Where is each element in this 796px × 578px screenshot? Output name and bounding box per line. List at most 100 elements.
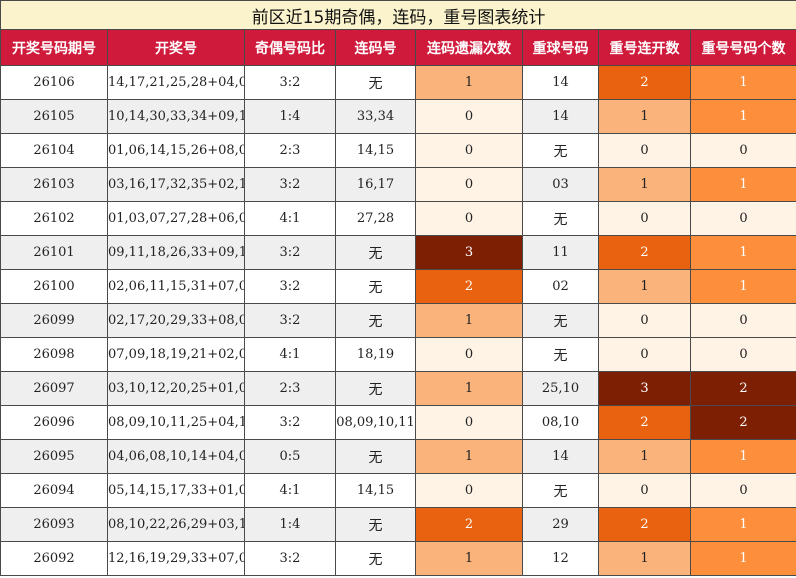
cell-repeat-numbers: 03 [522, 167, 599, 202]
cell-consecutive: 14,15 [335, 473, 416, 508]
cell-consecutive: 33,34 [335, 99, 416, 134]
cell-odd-even-ratio: 3:2 [244, 541, 336, 576]
cell-consecutive-miss: 0 [415, 133, 523, 168]
cell-consecutive-miss: 0 [415, 337, 523, 372]
table-row: 26102 01,03,07,27,28+06,07 4:1 27,28 0 无 0 0 [0, 201, 796, 236]
title-row: 前区近15期奇偶，连码，重号图表统计 [0, 0, 796, 30]
cell-repeat-streak: 2 [598, 405, 691, 440]
cell-consecutive: 无 [335, 269, 416, 304]
table-row: 26098 07,09,18,19,21+02,09 4:1 18,19 0 无 0 0 [0, 337, 796, 372]
cell-numbers: 12,16,19,29,33+07,09 [107, 541, 245, 576]
cell-repeat-streak: 2 [598, 235, 691, 270]
table-row: 26105 10,14,30,33,34+09,12 1:4 33,34 0 14 1 1 [0, 99, 796, 134]
cell-repeat-count: 0 [689, 337, 796, 372]
cell-odd-even-ratio: 3:2 [244, 65, 336, 100]
table-row: 26106 14,17,21,25,28+04,06 3:2 无 1 14 2 1 [0, 65, 796, 100]
table-row: 26104 01,06,14,15,26+08,09 2:3 14,15 0 无 0 0 [0, 133, 796, 168]
cell-consecutive: 16,17 [335, 167, 416, 202]
cell-repeat-numbers: 无 [522, 337, 599, 372]
cell-repeat-numbers: 无 [522, 133, 599, 168]
cell-repeat-numbers: 11 [522, 235, 599, 270]
cell-issue: 26093 [0, 507, 108, 542]
cell-consecutive: 无 [335, 541, 416, 576]
header-odd-even-ratio: 奇偶号码比 [244, 29, 336, 66]
cell-consecutive-miss: 0 [415, 405, 523, 440]
cell-consecutive: 无 [335, 65, 416, 100]
cell-odd-even-ratio: 1:4 [244, 99, 336, 134]
cell-issue: 26106 [0, 65, 108, 100]
cell-repeat-count: 1 [689, 65, 796, 100]
cell-repeat-count: 2 [689, 405, 796, 440]
cell-repeat-streak: 2 [598, 65, 691, 100]
header-numbers: 开奖号 [107, 29, 245, 66]
cell-numbers: 02,17,20,29,33+08,09 [107, 303, 245, 338]
cell-consecutive: 无 [335, 439, 416, 474]
table-row: 26096 08,09,10,11,25+04,12 3:2 08,09,10,11 0… [0, 405, 796, 440]
cell-odd-even-ratio: 2:3 [244, 371, 336, 406]
cell-consecutive-miss: 2 [415, 507, 523, 542]
cell-repeat-numbers: 14 [522, 439, 599, 474]
cell-repeat-streak: 1 [598, 269, 691, 304]
table-row: 26092 12,16,19,29,33+07,09 3:2 无 1 12 1 1 [0, 541, 796, 576]
cell-consecutive-miss: 0 [415, 473, 523, 508]
cell-numbers: 01,06,14,15,26+08,09 [107, 133, 245, 168]
cell-repeat-count: 1 [689, 167, 796, 202]
cell-consecutive: 无 [335, 303, 416, 338]
cell-issue: 26095 [0, 439, 108, 474]
cell-repeat-streak: 2 [598, 507, 691, 542]
cell-repeat-numbers: 02 [522, 269, 599, 304]
cell-numbers: 03,10,12,20,25+01,09 [107, 371, 245, 406]
header-consecutive: 连码号 [335, 29, 416, 66]
cell-consecutive: 无 [335, 507, 416, 542]
cell-repeat-streak: 1 [598, 439, 691, 474]
cell-repeat-numbers: 无 [522, 473, 599, 508]
cell-repeat-streak: 1 [598, 167, 691, 202]
cell-issue: 26102 [0, 201, 108, 236]
header-repeat-count: 重号号码个数 [689, 29, 796, 66]
cell-numbers: 14,17,21,25,28+04,06 [107, 65, 245, 100]
table-row: 26097 03,10,12,20,25+01,09 2:3 无 1 25,10 3 2 [0, 371, 796, 406]
cell-consecutive: 无 [335, 235, 416, 270]
cell-numbers: 10,14,30,33,34+09,12 [107, 99, 245, 134]
cell-odd-even-ratio: 0:5 [244, 439, 336, 474]
cell-numbers: 08,10,22,26,29+03,10 [107, 507, 245, 542]
cell-repeat-streak: 0 [598, 201, 691, 236]
cell-repeat-count: 1 [689, 439, 796, 474]
cell-repeat-numbers: 08,10 [522, 405, 599, 440]
cell-repeat-count: 0 [689, 133, 796, 168]
table-row: 26094 05,14,15,17,33+01,07 4:1 14,15 0 无 0 0 [0, 473, 796, 508]
cell-consecutive-miss: 3 [415, 235, 523, 270]
cell-repeat-count: 1 [689, 269, 796, 304]
cell-consecutive-miss: 1 [415, 65, 523, 100]
cell-consecutive-miss: 1 [415, 541, 523, 576]
cell-repeat-streak: 0 [598, 337, 691, 372]
cell-issue: 26094 [0, 473, 108, 508]
cell-odd-even-ratio: 3:2 [244, 303, 336, 338]
cell-repeat-count: 1 [689, 235, 796, 270]
table-row: 26099 02,17,20,29,33+08,09 3:2 无 1 无 0 0 [0, 303, 796, 338]
cell-consecutive-miss: 0 [415, 99, 523, 134]
cell-issue: 26096 [0, 405, 108, 440]
cell-odd-even-ratio: 3:2 [244, 167, 336, 202]
table-title: 前区近15期奇偶，连码，重号图表统计 [0, 0, 796, 30]
cell-repeat-numbers: 无 [522, 201, 599, 236]
cell-repeat-count: 0 [689, 201, 796, 236]
cell-issue: 26104 [0, 133, 108, 168]
cell-consecutive: 无 [335, 371, 416, 406]
cell-repeat-count: 2 [689, 371, 796, 406]
cell-consecutive-miss: 0 [415, 201, 523, 236]
table-row: 26093 08,10,22,26,29+03,10 1:4 无 2 29 2 1 [0, 507, 796, 542]
cell-repeat-numbers: 29 [522, 507, 599, 542]
cell-repeat-streak: 0 [598, 303, 691, 338]
cell-repeat-streak: 0 [598, 473, 691, 508]
cell-issue: 26100 [0, 269, 108, 304]
table-row: 26095 04,06,08,10,14+04,05 0:5 无 1 14 1 1 [0, 439, 796, 474]
cell-issue: 26101 [0, 235, 108, 270]
header-row: 开奖号码期号 开奖号 奇偶号码比 连码号 连码遗漏次数 重球号码 重号连开数 重… [0, 29, 796, 66]
cell-odd-even-ratio: 3:2 [244, 235, 336, 270]
cell-issue: 26097 [0, 371, 108, 406]
cell-consecutive: 14,15 [335, 133, 416, 168]
cell-odd-even-ratio: 4:1 [244, 473, 336, 508]
cell-issue: 26105 [0, 99, 108, 134]
